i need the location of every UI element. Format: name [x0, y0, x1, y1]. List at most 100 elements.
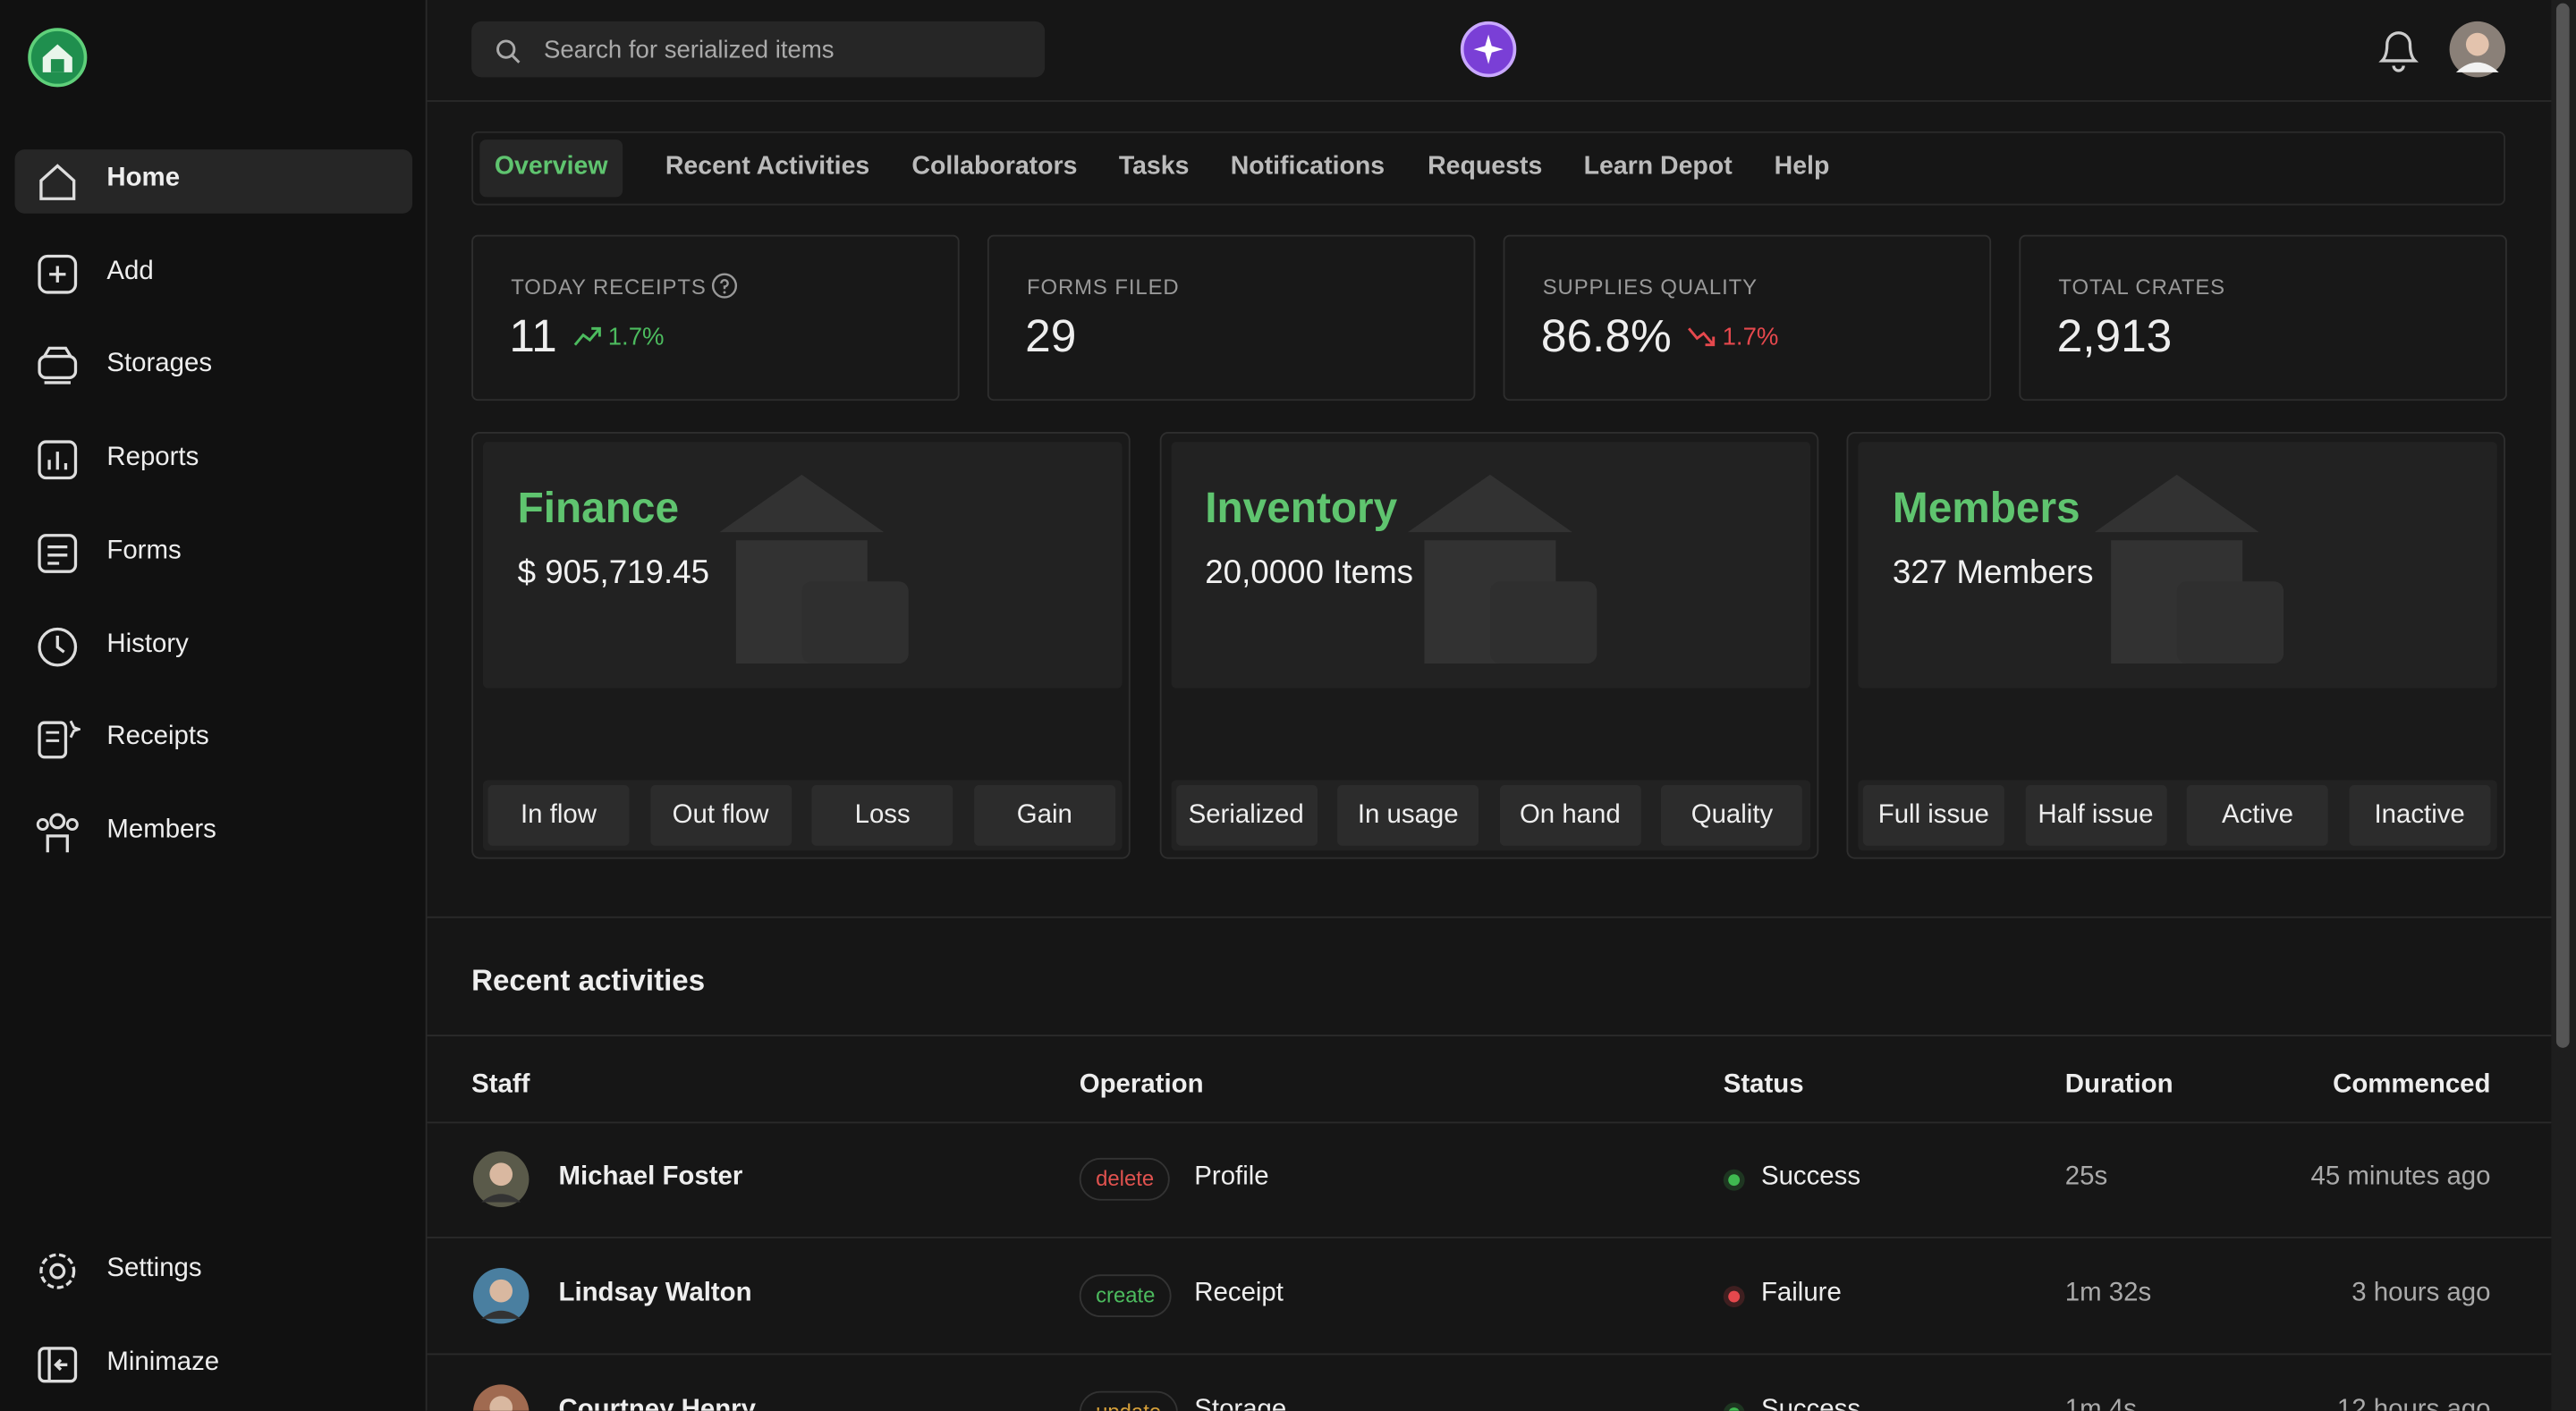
row-divider — [427, 1353, 2552, 1356]
operation-item: Receipt — [1194, 1279, 1284, 1308]
status: Success — [1760, 1396, 1861, 1411]
stat-value: 11 — [509, 310, 557, 362]
card-title: Members — [1892, 482, 2080, 533]
row-divider — [427, 1237, 2552, 1238]
commenced: 45 minutes ago — [2310, 1162, 2491, 1191]
status: Success — [1760, 1162, 1861, 1191]
nav-icon — [35, 1341, 80, 1387]
operation-badge: create — [1079, 1274, 1172, 1318]
nav-item[interactable]: Add — [106, 257, 154, 286]
nav-icon — [35, 437, 80, 483]
scrollbar[interactable] — [2551, 0, 2576, 1411]
nav-icon — [35, 157, 80, 203]
section-title: Recent activities — [471, 964, 706, 997]
nav-item[interactable]: History — [106, 629, 189, 658]
card-button[interactable]: Active — [2187, 784, 2328, 846]
staff-avatar — [471, 1266, 530, 1325]
assistant-icon[interactable] — [1459, 20, 1518, 79]
column-header: Status — [1723, 1070, 1804, 1099]
column-header: Operation — [1079, 1070, 1204, 1099]
card-button[interactable]: Full issue — [1862, 784, 2004, 846]
tab-bar — [471, 131, 2506, 206]
nav-item[interactable]: Members — [106, 815, 216, 844]
nav-item[interactable]: Forms — [106, 537, 182, 565]
column-header: Commenced — [2333, 1070, 2491, 1099]
tab[interactable]: Recent Activities — [665, 152, 870, 182]
nav-icon — [35, 623, 80, 669]
card-subtitle: 20,0000 Items — [1205, 554, 1414, 592]
card-button[interactable]: Serialized — [1175, 784, 1318, 846]
nav-icon — [35, 250, 80, 296]
stat-value: 2,913 — [2056, 310, 2173, 362]
card-button[interactable]: Loss — [811, 784, 953, 846]
tab[interactable]: Overview — [494, 152, 608, 182]
help-icon — [711, 273, 738, 299]
tab[interactable]: Collaborators — [911, 152, 1078, 182]
divider — [427, 1035, 2552, 1036]
card-watermark — [2078, 467, 2292, 680]
nav-item[interactable]: Storages — [106, 350, 213, 379]
card-button[interactable]: Quality — [1661, 784, 1803, 846]
status-dot-core — [1728, 1407, 1741, 1411]
divider — [427, 1121, 2552, 1124]
card-title: Inventory — [1205, 482, 1398, 533]
stat-label: TODAY RECEIPTS — [511, 274, 707, 300]
staff-avatar — [471, 1150, 530, 1209]
user-avatar[interactable] — [2448, 20, 2507, 79]
scrollbar-thumb[interactable] — [2555, 3, 2570, 1048]
tab[interactable]: Requests — [1428, 152, 1543, 182]
status-dot — [1723, 1169, 1745, 1191]
nav-item[interactable]: Minimaze — [106, 1348, 220, 1376]
column-header: Duration — [2064, 1070, 2174, 1099]
category-card[interactable]: Inventory 20,0000 Items Serialized In usage… — [1158, 432, 1818, 859]
card-button[interactable]: Gain — [973, 784, 1115, 846]
sidebar — [0, 0, 428, 1411]
nav-icon — [35, 530, 80, 576]
nav-item[interactable]: Reports — [106, 444, 199, 472]
tab[interactable]: Notifications — [1230, 152, 1385, 182]
nav-item[interactable]: Settings — [106, 1255, 202, 1283]
nav-item[interactable]: Receipts — [106, 722, 209, 751]
stat-card: FORMS FILED 29 — [987, 234, 1476, 401]
divider — [427, 100, 2552, 102]
tab[interactable]: Tasks — [1118, 152, 1190, 182]
card-button[interactable]: Inactive — [2349, 784, 2491, 846]
category-card[interactable]: Members 327 Members Full issue Half issue Ac… — [1846, 432, 2506, 859]
tab[interactable]: Learn Depot — [1583, 152, 1733, 182]
card-button[interactable]: Half issue — [2024, 784, 2166, 846]
card-watermark — [1391, 467, 1605, 680]
card-header — [1858, 442, 2497, 689]
trend-icon — [1688, 325, 1717, 349]
duration: 25s — [2064, 1162, 2108, 1191]
bell-icon[interactable] — [2376, 23, 2421, 76]
stat-label: TOTAL CRATES — [2058, 274, 2226, 300]
card-button[interactable]: On hand — [1499, 784, 1641, 846]
search-box[interactable]: Search for serialized items — [471, 21, 1046, 78]
status-dot-core — [1728, 1174, 1741, 1187]
status: Failure — [1760, 1279, 1842, 1308]
operation-item: Storage — [1194, 1396, 1287, 1411]
divider — [427, 916, 2552, 918]
logo[interactable] — [26, 26, 89, 89]
status-dot — [1723, 1286, 1745, 1308]
staff-name: Courtney Henry — [558, 1396, 756, 1411]
stat-card: SUPPLIES QUALITY 86.8% 1.7% — [1503, 234, 1992, 401]
tab[interactable]: Help — [1774, 152, 1830, 182]
nav-item[interactable]: Home — [106, 164, 181, 192]
card-header — [1170, 442, 1810, 689]
nav-icon — [35, 1248, 80, 1294]
stat-card: TOTAL CRATES 2,913 — [2019, 234, 2507, 401]
status-dot — [1723, 1402, 1745, 1411]
nav-icon — [35, 344, 80, 390]
card-button[interactable]: Out flow — [649, 784, 792, 846]
commenced: 3 hours ago — [2351, 1279, 2491, 1308]
category-card[interactable]: Finance $ 905,719.45 In flow Out flow Loss Ga… — [471, 432, 1131, 859]
card-subtitle: $ 905,719.45 — [517, 554, 710, 592]
search-icon — [496, 39, 521, 63]
card-button[interactable]: In usage — [1337, 784, 1479, 846]
card-button[interactable]: In flow — [487, 784, 630, 846]
card-subtitle: 327 Members — [1892, 554, 2094, 592]
staff-name: Lindsay Walton — [558, 1279, 752, 1308]
tab-active-bg — [479, 139, 623, 198]
